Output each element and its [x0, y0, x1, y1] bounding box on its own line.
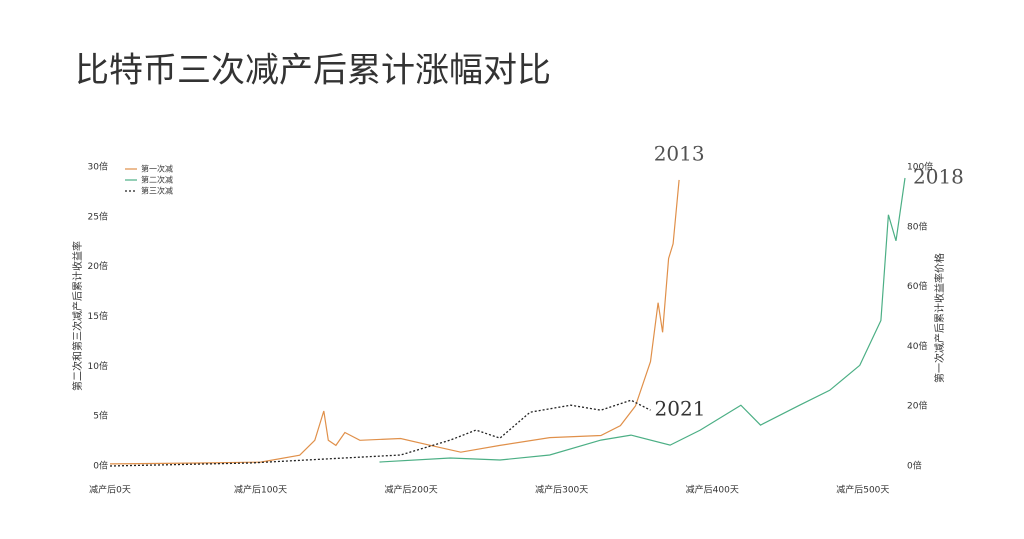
x-tick-label: 减产后200天 [385, 484, 438, 496]
series-end-label: 2021 [655, 397, 706, 421]
x-tick-label: 减产后300天 [535, 484, 588, 496]
y2-tick-label: 100倍 [907, 161, 933, 173]
x-tick-label: 减产后100天 [234, 484, 287, 496]
y-tick-label: 15倍 [88, 310, 108, 322]
series-end-label: 2013 [654, 141, 705, 165]
x-tick-label: 减产后400天 [686, 484, 739, 496]
x-tick-label: 减产后500天 [836, 484, 889, 496]
y2-tick-label: 20倍 [907, 400, 927, 412]
y-tick-label: 5倍 [93, 410, 108, 422]
series-line [379, 177, 906, 463]
series-line [109, 179, 680, 465]
y2-tick-label: 40倍 [907, 340, 927, 352]
y-tick-label: 20倍 [88, 260, 108, 272]
y-tick-label: 30倍 [88, 161, 108, 173]
x-tick-label: 减产后0天 [89, 484, 131, 496]
legend-label: 第一次减 [141, 164, 173, 174]
series-line [109, 399, 651, 467]
y2-tick-label: 0倍 [907, 460, 922, 472]
legend-label: 第二次减 [141, 175, 173, 185]
y-tick-label: 0倍 [93, 460, 108, 472]
y2-tick-label: 80倍 [907, 220, 927, 232]
chart-title: 比特币三次减产后累计涨幅对比 [75, 51, 551, 91]
y2-tick-label: 60倍 [907, 280, 927, 292]
y-tick-label: 25倍 [88, 210, 108, 222]
y2-axis-label: 第一次减产后累计收益率价格 [933, 253, 946, 383]
legend-label: 第三次减 [141, 186, 173, 196]
y-axis-label: 第二次和第三次减产后累计收益率 [71, 241, 84, 391]
series-end-label: 2018 [913, 164, 964, 188]
y-tick-label: 10倍 [88, 360, 108, 372]
